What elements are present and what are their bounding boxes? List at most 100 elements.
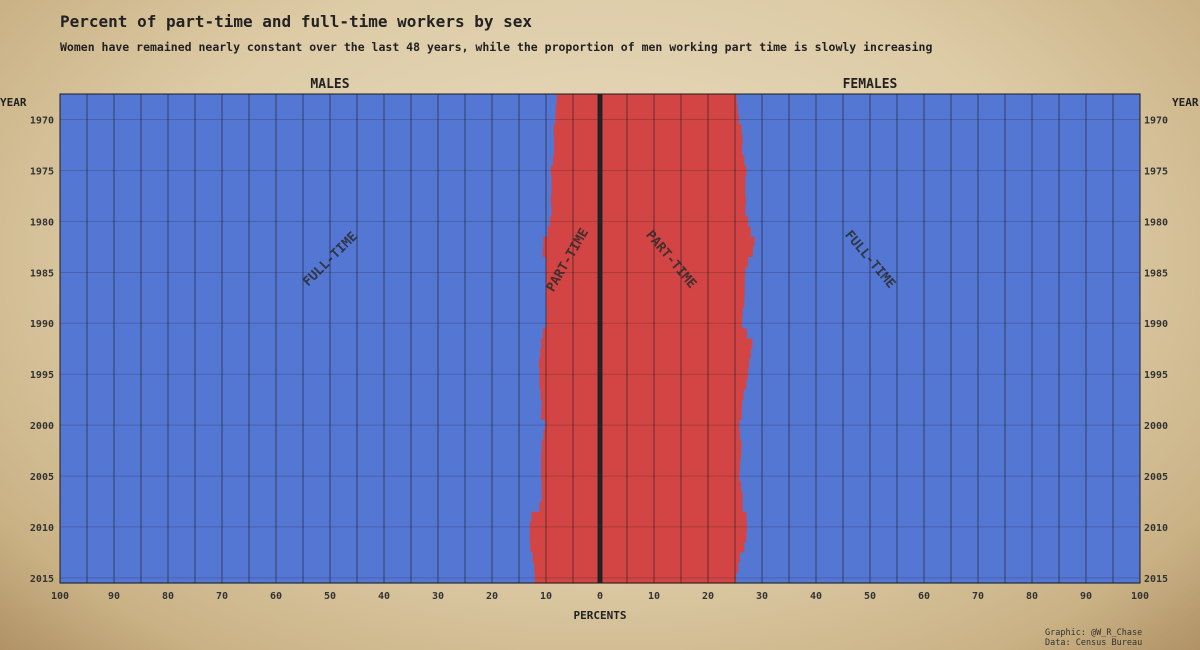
female-part-time-bar-1996	[600, 379, 747, 391]
x-tick-label-16: 60	[918, 591, 930, 602]
panel-title-males: MALES	[310, 77, 349, 92]
male-part-time-bar-2014	[534, 562, 600, 574]
y-tick-right-1990: 1990	[1144, 319, 1168, 330]
female-full-time-bar-2009	[746, 511, 1140, 523]
x-axis-title: PERCENTS	[574, 609, 627, 622]
female-part-time-bar-1980	[600, 216, 749, 228]
female-full-time-bar-1993	[750, 348, 1140, 360]
x-tick-label-10: 0	[597, 591, 603, 602]
male-part-time-bar-1983	[542, 246, 600, 258]
male-part-time-bar-2009	[531, 511, 600, 523]
female-full-time-bar-2007	[742, 491, 1140, 503]
male-full-time-bar-2006	[60, 481, 543, 492]
male-full-time-bar-2003	[60, 450, 542, 462]
male-full-time-bar-2009	[60, 511, 532, 523]
y-tick-left-2000: 2000	[30, 421, 54, 432]
female-full-time-bar-1982	[754, 236, 1140, 248]
credit-graphic: Graphic: @W_R_Chase	[1045, 628, 1143, 638]
y-tick-right-1995: 1995	[1144, 370, 1168, 381]
female-full-time-bar-1980	[748, 216, 1140, 228]
female-part-time-bar-2012	[600, 542, 745, 554]
female-full-time-bar-1976	[745, 175, 1140, 187]
female-full-time-bar-2010	[746, 521, 1140, 533]
female-part-time-bar-2014	[600, 562, 739, 574]
female-part-time-bar-2005	[600, 470, 740, 482]
female-part-time-bar-2004	[600, 460, 741, 472]
male-full-time-bar-1982	[60, 236, 544, 248]
female-part-time-bar-2001	[600, 430, 741, 441]
y-tick-right-2000: 2000	[1144, 421, 1168, 432]
female-part-time-bar-2010	[600, 521, 748, 533]
female-full-time-bar-1988	[744, 297, 1140, 309]
female-full-time-bar-2004	[739, 460, 1140, 472]
female-full-time-bar-1998	[742, 399, 1140, 411]
chart-title: Percent of part-time and full-time worke…	[60, 12, 533, 31]
male-part-time-bar-1977	[551, 185, 600, 197]
x-tick-label-17: 70	[972, 591, 984, 602]
female-full-time-bar-1974	[744, 155, 1140, 166]
x-tick-label-14: 40	[810, 591, 822, 602]
female-part-time-bar-2015	[600, 572, 737, 584]
female-part-time-bar-1991	[600, 328, 748, 340]
male-part-time-bar-1974	[553, 155, 600, 166]
female-full-time-bar-1990	[742, 318, 1140, 329]
male-full-time-bar-1983	[60, 246, 544, 258]
male-full-time-bar-2015	[60, 572, 536, 584]
female-part-time-bar-1969	[600, 104, 739, 115]
chart-subtitle: Women have remained nearly constant over…	[60, 40, 933, 54]
male-part-time-bar-2006	[541, 481, 600, 492]
male-part-time-bar-2012	[530, 542, 600, 554]
female-part-time-bar-1975	[600, 165, 747, 177]
x-tick-label-13: 30	[756, 591, 768, 602]
male-part-time-bar-1976	[551, 175, 600, 187]
male-part-time-bar-1971	[553, 124, 600, 136]
male-full-time-bar-2007	[60, 491, 543, 503]
female-part-time-bar-1994	[600, 358, 750, 370]
female-full-time-bar-2012	[744, 542, 1140, 554]
male-full-time-bar-1998	[60, 399, 543, 411]
female-full-time-bar-1991	[746, 328, 1140, 340]
female-full-time-bar-1969	[737, 104, 1140, 115]
male-full-time-bar-2014	[60, 562, 535, 574]
female-full-time-bar-2006	[740, 481, 1140, 492]
y-axis-title-left: YEAR	[0, 96, 27, 109]
male-full-time-bar-1978	[60, 195, 552, 207]
female-part-time-bar-2003	[600, 450, 742, 462]
x-tick-label-19: 90	[1080, 591, 1092, 602]
male-full-time-bar-2010	[60, 521, 531, 533]
female-part-time-bar-1970	[600, 114, 740, 126]
y-tick-right-1975: 1975	[1144, 166, 1168, 177]
male-full-time-bar-1999	[60, 409, 542, 421]
male-part-time-bar-1980	[549, 216, 600, 228]
male-full-time-bar-2008	[60, 501, 541, 513]
female-part-time-bar-1981	[600, 226, 752, 238]
female-full-time-bar-1981	[750, 226, 1140, 238]
male-full-time-bar-1994	[60, 358, 540, 370]
male-part-time-bar-1968	[556, 94, 600, 105]
male-part-time-bar-2008	[539, 501, 600, 513]
female-full-time-bar-2015	[736, 572, 1140, 584]
male-part-time-bar-2007	[541, 491, 600, 503]
male-full-time-bar-1992	[60, 338, 542, 350]
male-part-time-bar-1991	[542, 328, 600, 340]
female-part-time-bar-2006	[600, 481, 742, 492]
female-part-time-bar-1988	[600, 297, 745, 309]
y-tick-left-1980: 1980	[30, 217, 54, 228]
male-part-time-bar-1999	[541, 409, 600, 421]
x-tick-label-20: 100	[1131, 591, 1149, 602]
female-full-time-bar-1994	[749, 358, 1140, 370]
female-full-time-bar-1978	[745, 195, 1140, 207]
credit-data: Data: Census Bureau	[1045, 638, 1143, 648]
male-full-time-bar-1981	[60, 226, 549, 238]
x-tick-label-0: 100	[51, 591, 69, 602]
female-full-time-bar-1985	[745, 267, 1140, 278]
male-part-time-bar-1972	[554, 134, 600, 146]
male-part-time-bar-2004	[541, 460, 600, 472]
female-full-time-bar-1996	[746, 379, 1140, 391]
female-full-time-bar-1968	[736, 94, 1140, 105]
male-part-time-bar-2000	[544, 420, 600, 431]
female-part-time-bar-1990	[600, 318, 743, 329]
male-part-time-bar-1996	[539, 379, 600, 391]
y-tick-right-1985: 1985	[1144, 268, 1168, 279]
